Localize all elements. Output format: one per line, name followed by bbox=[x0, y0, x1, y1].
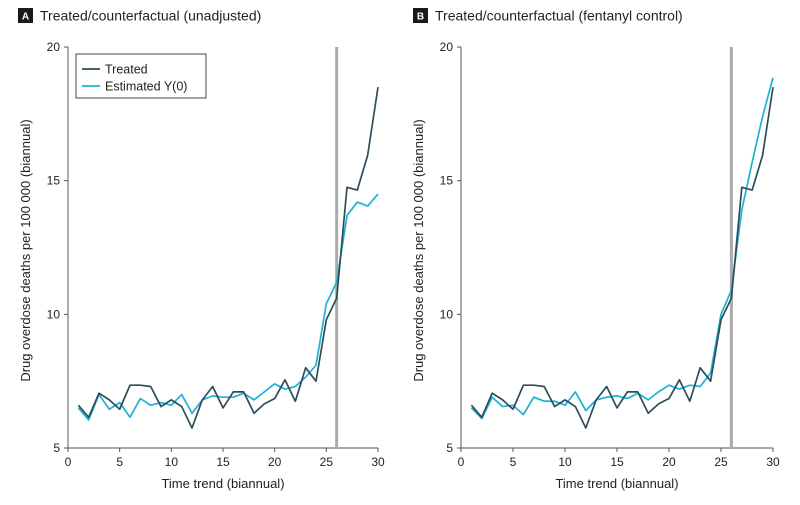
panel-a-x-tick-label: 5 bbox=[116, 455, 123, 469]
panel-a-title: Treated/counterfactual (unadjusted) bbox=[40, 8, 261, 24]
panel-b-x-tick-label: 25 bbox=[714, 455, 728, 469]
panel-b-x-tick-label: 0 bbox=[458, 455, 465, 469]
panel-a: A Treated/counterfactual (unadjusted)0 5 10… bbox=[18, 8, 385, 491]
panel-b-letter-badge bbox=[413, 8, 428, 23]
panel-b-x-tick-label: 10 bbox=[558, 455, 572, 469]
panel-b-title: Treated/counterfactual (fentanyl control… bbox=[435, 8, 683, 24]
panel-b-y-tick-label: 10 bbox=[440, 307, 454, 321]
panel-a-legend-label-treated: Treated bbox=[105, 63, 148, 77]
panel-a-y-tick-label: 15 bbox=[47, 174, 61, 188]
panel-b-series-estimated-line bbox=[470, 77, 774, 420]
panel-a-legend: Treated Estimated Y(0) bbox=[75, 53, 207, 99]
panel-a-series-treated-line bbox=[77, 86, 379, 429]
panel-b-series-treated-line bbox=[470, 86, 774, 429]
panel-b-x-tick-label: 5 bbox=[510, 455, 517, 469]
panel-b-y-tick-label: 5 bbox=[446, 441, 453, 455]
panel-b-y-tick-label: 15 bbox=[440, 174, 454, 188]
panel-a-letter: A bbox=[22, 12, 29, 23]
panel-b-y-tick-label: 20 bbox=[440, 40, 454, 54]
panel-a-x-tick-label: 15 bbox=[216, 455, 230, 469]
panel-a-x-tick-label: 25 bbox=[320, 455, 334, 469]
panel-b-x-tick-label: 15 bbox=[610, 455, 624, 469]
panel-a-y-tick-label: 20 bbox=[47, 40, 61, 54]
panel-a-y-tick-label: 10 bbox=[47, 307, 61, 321]
panel-a-y-tick-label: 5 bbox=[53, 441, 60, 455]
panel-a-x-tick-label: 0 bbox=[65, 455, 72, 469]
panel-a-y-axis-label: Drug overdose deaths per 100 000 (biannu… bbox=[18, 119, 33, 381]
panel-b-y-axis-label: Drug overdose deaths per 100 000 (biannu… bbox=[411, 119, 426, 381]
panel-b-x-tick-label: 30 bbox=[766, 455, 780, 469]
panel-a-x-tick-label: 10 bbox=[165, 455, 179, 469]
panel-b-x-tick-label: 20 bbox=[662, 455, 676, 469]
panel-a-legend-box bbox=[75, 53, 207, 99]
panel-a-legend-label-estimated: Estimated Y(0) bbox=[105, 80, 187, 94]
panel-a-x-tick-label: 30 bbox=[371, 455, 385, 469]
panel-b-x-axis-label: Time trend (biannual) bbox=[555, 476, 678, 491]
panel-a-x-tick-label: 20 bbox=[268, 455, 282, 469]
panel-b-letter: B bbox=[417, 12, 424, 23]
panel-b: B Treated/counterfactual (fentanyl contro… bbox=[411, 8, 780, 492]
panel-a-x-axis-label: Time trend (biannual) bbox=[161, 476, 284, 491]
panel-a-series-estimated-line bbox=[77, 193, 379, 421]
panel-a-letter-badge bbox=[18, 8, 33, 23]
